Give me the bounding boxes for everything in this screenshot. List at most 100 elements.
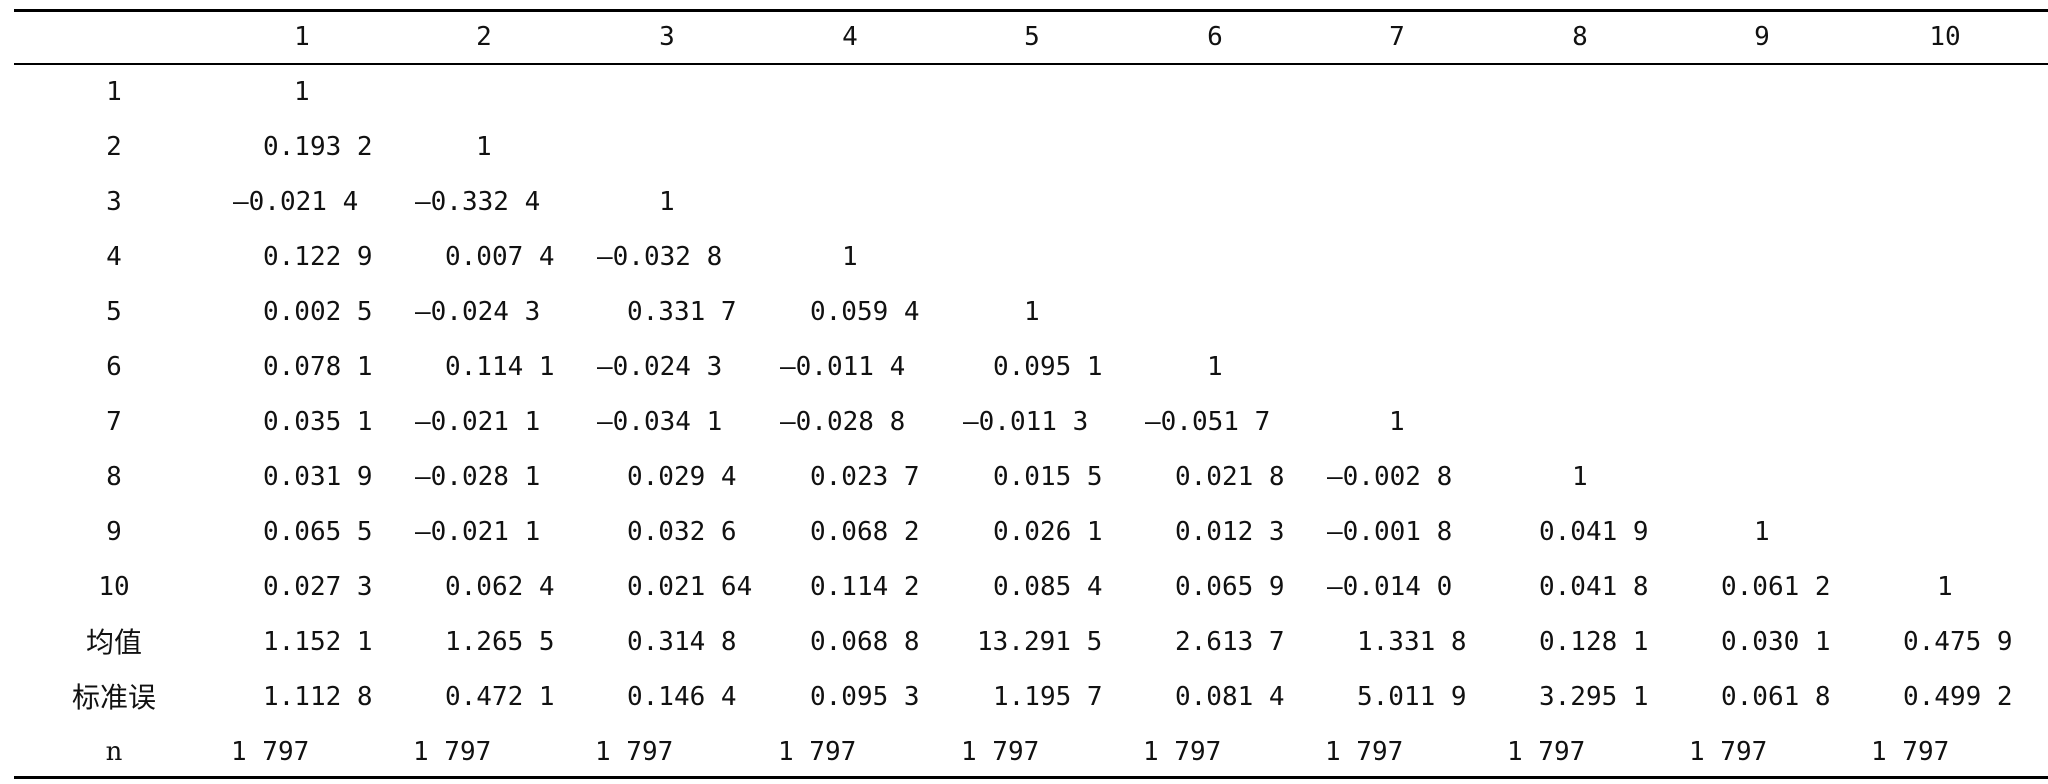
table-cell: 1 797 (1325, 737, 1404, 767)
table-cell: —0.028 8 (780, 407, 906, 437)
table-cell: 1 (1207, 352, 1223, 382)
table-cell: 0.032 6 (627, 517, 737, 547)
table-cell: 0.012 3 (1175, 517, 1285, 547)
table-cell: 1 (476, 132, 492, 162)
column-header-7: 7 (1389, 22, 1405, 52)
table-row: 4 0.122 9 0.007 4 —0.032 8 1 (0, 230, 2048, 285)
table-cell: —0.011 3 (963, 407, 1089, 437)
table-cell: 0.095 1 (993, 352, 1103, 382)
row-label: n (105, 737, 123, 767)
table-cell: 0.035 1 (263, 407, 373, 437)
table-cell: 1 797 (1871, 737, 1950, 767)
table-cell: 0.114 1 (445, 352, 555, 382)
table-cell: 0.023 7 (810, 462, 920, 492)
table-cell: 0.065 9 (1175, 572, 1285, 602)
table-row: 2 0.193 2 1 (0, 120, 2048, 175)
table-cell: 0.059 4 (810, 297, 920, 327)
table-cell: 5.011 9 (1357, 682, 1467, 712)
row-label: 4 (106, 242, 122, 272)
row-label: 3 (106, 187, 122, 217)
table-cell: —0.032 8 (597, 242, 723, 272)
table-cell: 0.095 3 (810, 682, 920, 712)
table-cell: 1 (1024, 297, 1040, 327)
table-cell: 1 797 (231, 737, 310, 767)
table-cell: 0.065 5 (263, 517, 373, 547)
table-cell: 0.015 5 (993, 462, 1103, 492)
table-cell: 1 797 (778, 737, 857, 767)
table-cell: 0.085 4 (993, 572, 1103, 602)
table-cell: —0.332 4 (415, 187, 541, 217)
table-cell: —0.014 0 (1327, 572, 1453, 602)
table-row: 10 0.027 3 0.062 4 0.021 64 0.114 2 0.085 4 0.… (0, 560, 2048, 615)
table-cell: 1 (1937, 572, 1953, 602)
table-cell: 0.026 1 (993, 517, 1103, 547)
table-cell: 0.114 2 (810, 572, 920, 602)
column-header-6: 6 (1207, 22, 1223, 52)
table-cell: 0.002 5 (263, 297, 373, 327)
column-header-4: 4 (842, 22, 858, 52)
table-cell: 0.031 9 (263, 462, 373, 492)
table-cell: 0.021 64 (627, 572, 753, 602)
table-cell: 3.295 1 (1539, 682, 1649, 712)
table-cell: 0.029 4 (627, 462, 737, 492)
row-label: 均值 (85, 626, 142, 659)
row-label: 7 (106, 407, 122, 437)
column-header-3: 3 (659, 22, 675, 52)
table-cell: 0.081 4 (1175, 682, 1285, 712)
table-cell: 1 797 (961, 737, 1040, 767)
row-label: 2 (106, 132, 122, 162)
table-cell: —0.002 8 (1327, 462, 1453, 492)
table-cell: 1.195 7 (993, 682, 1103, 712)
table-header-row: 1 2 3 4 5 6 7 8 9 10 (0, 10, 2048, 65)
table-cell: 0.068 8 (810, 627, 920, 657)
row-label: 8 (106, 462, 122, 492)
table-cell: 0.331 7 (627, 297, 737, 327)
table-cell: 13.291 5 (977, 627, 1103, 657)
table-cell: 1 (1754, 517, 1770, 547)
table-cell: 0.061 8 (1721, 682, 1831, 712)
table-cell: —0.034 1 (597, 407, 723, 437)
table-cell: 1.112 8 (263, 682, 373, 712)
row-label: 9 (106, 517, 122, 547)
column-header-8: 8 (1572, 22, 1588, 52)
table-row: 6 0.078 1 0.114 1 —0.024 3 —0.011 4 0.095 1 1 (0, 340, 2048, 395)
table-cell: 0.122 9 (263, 242, 373, 272)
table-top-rule (14, 9, 2048, 12)
table-bottom-rule (14, 776, 2048, 779)
table-cell: 1 797 (413, 737, 492, 767)
table-cell: 1 (659, 187, 675, 217)
table-row: 8 0.031 9 —0.028 1 0.029 4 0.023 7 0.015 5 0.0… (0, 450, 2048, 505)
table-cell: 2.613 7 (1175, 627, 1285, 657)
table-row: 7 0.035 1 —0.021 1 —0.034 1 —0.028 8 —0.011 3… (0, 395, 2048, 450)
table-cell: —0.051 7 (1145, 407, 1271, 437)
table-row: 3 —0.021 4 —0.332 4 1 (0, 175, 2048, 230)
column-header-9: 9 (1754, 22, 1770, 52)
row-label: 标准误 (71, 681, 156, 714)
table-cell: 1 (842, 242, 858, 272)
column-header-10: 10 (1929, 22, 1961, 52)
row-label: 6 (106, 352, 122, 382)
table-cell: 0.193 2 (263, 132, 373, 162)
table-row: 标准误 1.112 8 0.472 1 0.146 4 0.095 3 1.195 7 0.… (0, 670, 2048, 725)
table-cell: 1.331 8 (1357, 627, 1467, 657)
column-header-2: 2 (476, 22, 492, 52)
table-cell: 0.472 1 (445, 682, 555, 712)
row-label: 5 (106, 297, 122, 327)
table-cell: 1 797 (1143, 737, 1222, 767)
table-cell: 1 797 (1507, 737, 1586, 767)
table-cell: 0.062 4 (445, 572, 555, 602)
table-cell: —0.024 3 (597, 352, 723, 382)
table-cell: 1.152 1 (263, 627, 373, 657)
table-cell: 0.021 8 (1175, 462, 1285, 492)
table-cell: 1 (1572, 462, 1588, 492)
table-cell: 1 797 (595, 737, 674, 767)
table-cell: 0.027 3 (263, 572, 373, 602)
table-cell: 1.265 5 (445, 627, 555, 657)
table-cell: 0.068 2 (810, 517, 920, 547)
table-cell: —0.001 8 (1327, 517, 1453, 547)
table-cell: 1 (1389, 407, 1405, 437)
column-header-5: 5 (1024, 22, 1040, 52)
table-header-rule (14, 63, 2048, 65)
table-cell: 0.314 8 (627, 627, 737, 657)
